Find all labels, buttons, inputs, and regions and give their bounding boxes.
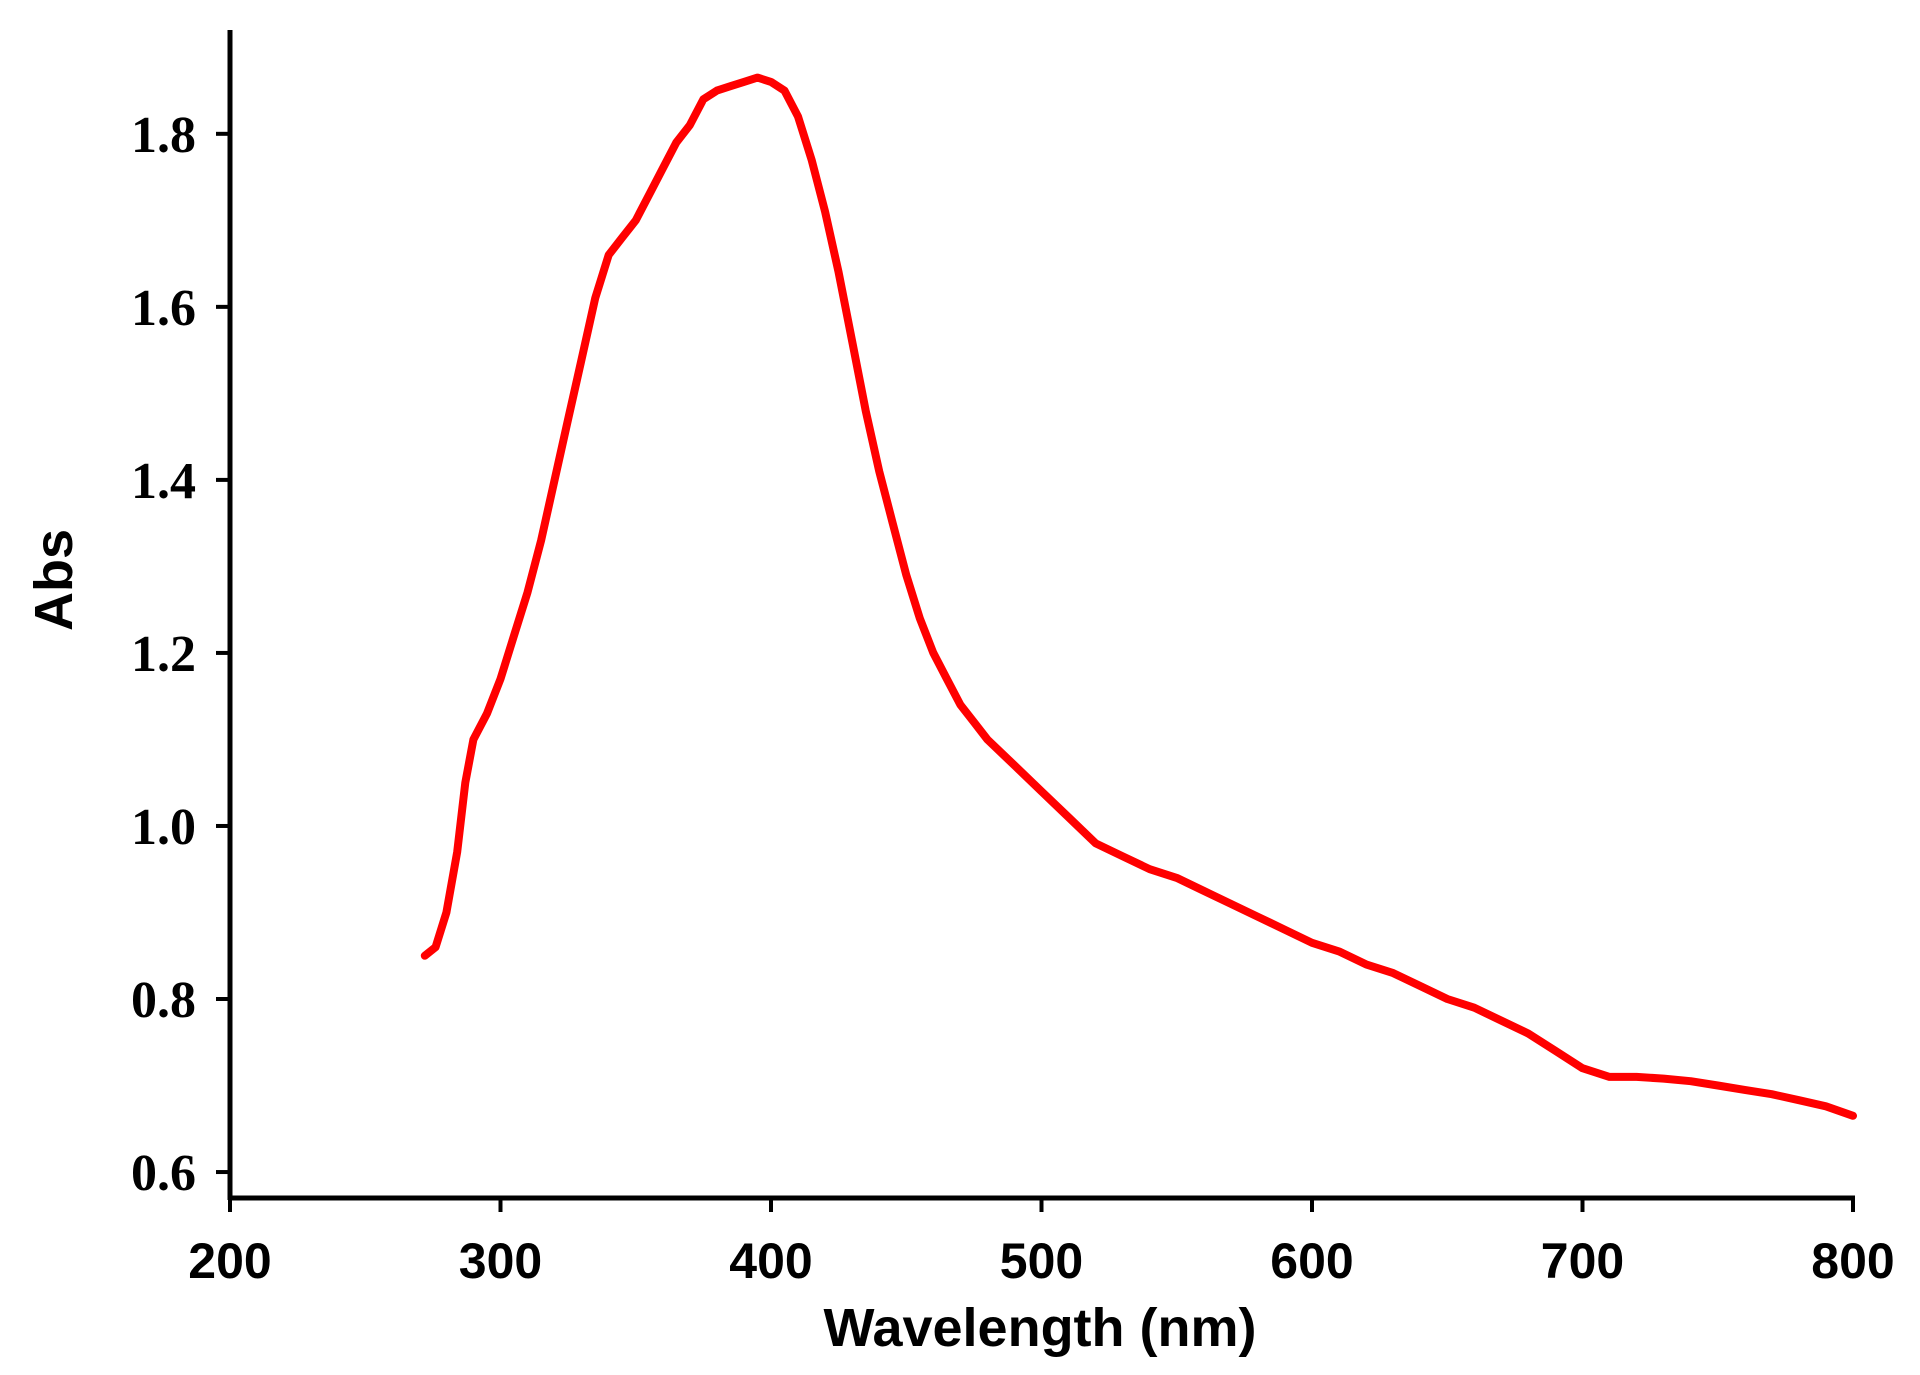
y-tick-label: 0.6 xyxy=(131,1145,196,1202)
ticks: 200 300 400 500 600 700 800 0.6 0.8 1.0 1.2 1.4 1.6 1… xyxy=(131,107,1895,1289)
y-tick-label: 1.8 xyxy=(131,107,196,164)
y-tick-label: 1.6 xyxy=(131,280,196,337)
x-tick-label: 600 xyxy=(1270,1233,1353,1289)
x-tick-label: 800 xyxy=(1811,1233,1894,1289)
x-tick-label: 300 xyxy=(459,1233,542,1289)
x-tick-label: 700 xyxy=(1541,1233,1624,1289)
y-tick-label: 0.8 xyxy=(131,972,196,1029)
x-tick-label: 400 xyxy=(729,1233,812,1289)
axes xyxy=(227,30,1855,1201)
y-tick-label: 1.4 xyxy=(131,453,196,510)
y-axis-title: Abs xyxy=(24,529,84,631)
y-tick-label: 1.2 xyxy=(131,626,196,683)
x-axis-title: Wavelength (nm) xyxy=(823,1298,1256,1358)
x-tick-label: 500 xyxy=(1000,1233,1083,1289)
absorbance-series-line xyxy=(420,73,1857,1120)
x-tick-label: 200 xyxy=(188,1233,271,1289)
series-layer xyxy=(420,73,1857,1120)
y-tick-label: 1.0 xyxy=(131,799,196,856)
